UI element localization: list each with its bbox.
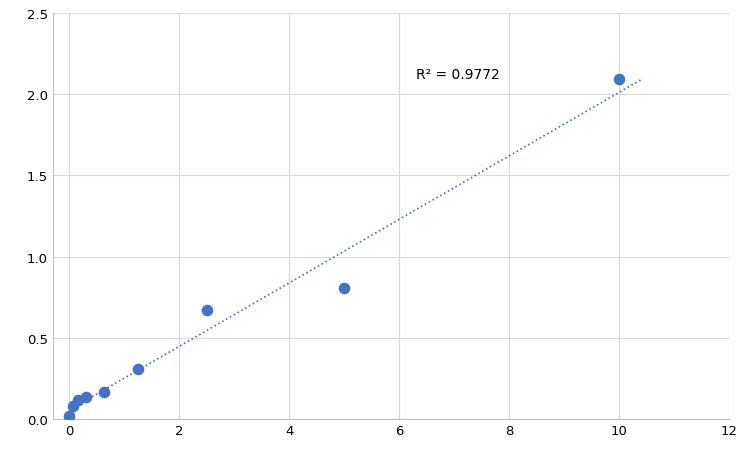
Point (338, 284, 350, 291)
Point (68, 403, 80, 410)
Point (98, 388, 110, 396)
Point (614, 77, 626, 84)
Point (201, 307, 213, 314)
Point (132, 365, 144, 373)
Point (71, 396, 83, 404)
Point (80, 393, 92, 400)
Text: R² = 0.9772: R² = 0.9772 (416, 68, 499, 82)
Point (63, 413, 75, 420)
